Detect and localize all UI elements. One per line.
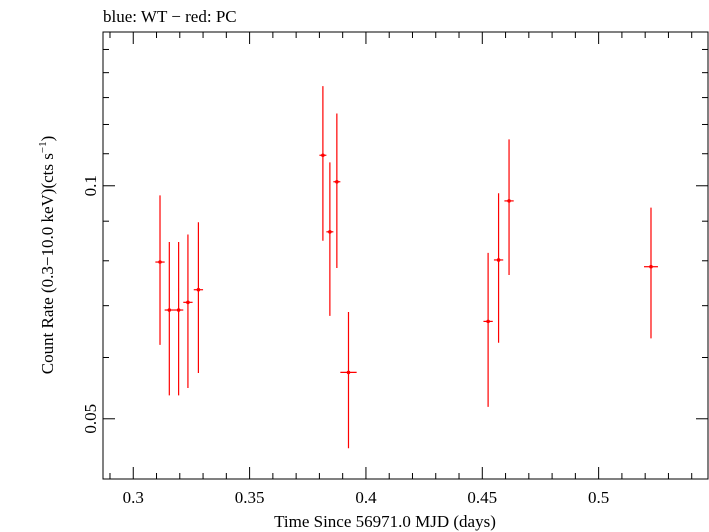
y-axis: 0.05 0.1 <box>81 48 708 434</box>
data-point <box>319 86 327 241</box>
data-point <box>193 222 204 373</box>
point-marker <box>486 319 490 324</box>
point-marker <box>507 199 511 203</box>
point-marker <box>196 287 201 292</box>
point-marker <box>335 179 339 184</box>
data-point <box>483 252 493 407</box>
point-marker <box>346 370 351 375</box>
x-tick-label: 0.5 <box>588 488 609 507</box>
y-axis-label-main: Count Rate (0.3−10.0 keV)(cts s <box>38 153 57 374</box>
x-axis-label: Time Since 56971.0 MJD (days) <box>274 512 496 531</box>
point-marker <box>649 264 653 269</box>
chart-title: blue: WT − red: PC <box>103 7 237 26</box>
y-tick-label: 0.1 <box>81 175 100 196</box>
data-point <box>644 207 658 339</box>
data-point <box>155 195 165 345</box>
y-axis-label-sup: −1 <box>37 141 49 153</box>
data-point <box>504 139 514 275</box>
plot-frame <box>102 31 709 480</box>
x-axis: 0.3 0.35 0.4 0.45 0.5 <box>109 32 693 507</box>
point-marker <box>328 230 332 234</box>
y-axis-label-close: ) <box>38 136 57 142</box>
point-marker <box>496 258 501 262</box>
point-marker <box>167 308 172 312</box>
data-points <box>155 86 658 449</box>
point-marker <box>186 300 190 305</box>
data-point <box>326 162 334 316</box>
data-point <box>493 193 504 343</box>
point-marker <box>158 260 162 264</box>
data-point <box>183 234 193 388</box>
data-point <box>173 241 184 396</box>
x-tick-label: 0.35 <box>235 488 265 507</box>
x-tick-label: 0.3 <box>123 488 144 507</box>
y-axis-label: Count Rate (0.3−10.0 keV)(cts s−1) <box>37 136 57 375</box>
x-tick-label: 0.4 <box>355 488 377 507</box>
data-point <box>333 113 341 269</box>
x-tick-label: 0.45 <box>467 488 497 507</box>
y-tick-label: 0.05 <box>81 404 100 434</box>
point-marker <box>176 308 181 312</box>
point-marker <box>321 153 325 158</box>
data-point <box>340 311 357 449</box>
data-point <box>164 241 174 396</box>
